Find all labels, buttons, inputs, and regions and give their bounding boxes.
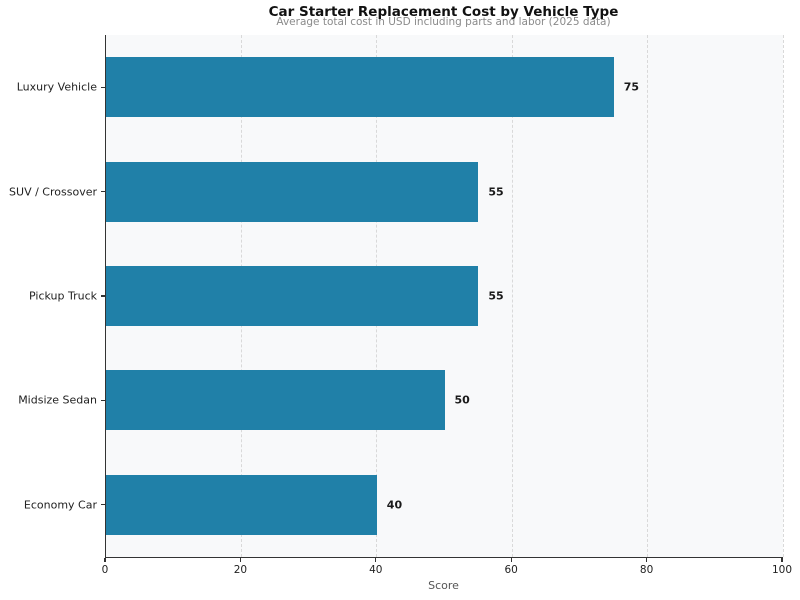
x-tick-label: 40 [369,564,383,576]
y-tick-label: Luxury Vehicle [16,80,97,94]
x-tick-label: 20 [233,564,248,576]
y-tick-label: SUV / Crossover [9,185,97,199]
bar-value-label: 75 [623,80,640,94]
plot-area: 75 55 55 50 40 [105,35,784,558]
bar [106,161,479,222]
chart-title: Car Starter Replacement Cost by Vehicle … [268,4,619,20]
x-tick-mark [510,558,512,562]
gridline [511,35,513,557]
x-tick-label: 60 [504,564,518,576]
y-tick-label: Economy Car [23,498,97,512]
bar [106,57,614,118]
x-tick-mark [239,558,242,562]
y-tick-label: Pickup Truck [29,289,97,303]
x-tick-mark [645,558,648,562]
x-tick-label: 0 [101,564,109,576]
bar-value-label: 40 [386,498,403,512]
y-tick-mark [101,190,105,193]
bar [106,370,445,431]
bar-value-label: 55 [488,185,504,199]
gridline [647,35,649,557]
x-tick-label: 80 [639,564,654,576]
y-tick-mark [101,399,105,402]
bar-value-label: 50 [454,393,470,407]
y-tick-mark [101,295,105,297]
gridline [782,35,784,557]
bar [106,474,377,535]
chart-header: Average total cost in USD including part… [105,0,782,34]
chart-subtitle: Average total cost in USD including part… [276,16,611,28]
y-tick-mark [101,86,105,88]
x-tick-mark [104,558,106,562]
y-tick-mark [101,504,105,506]
bar-value-label: 55 [488,289,504,303]
x-axis-label: Score [428,579,459,592]
bar [106,266,479,326]
x-tick-mark [781,558,783,562]
x-tick-label: 100 [771,564,793,576]
y-tick-label: Midsize Sedan [18,393,97,407]
x-tick-mark [375,558,377,562]
